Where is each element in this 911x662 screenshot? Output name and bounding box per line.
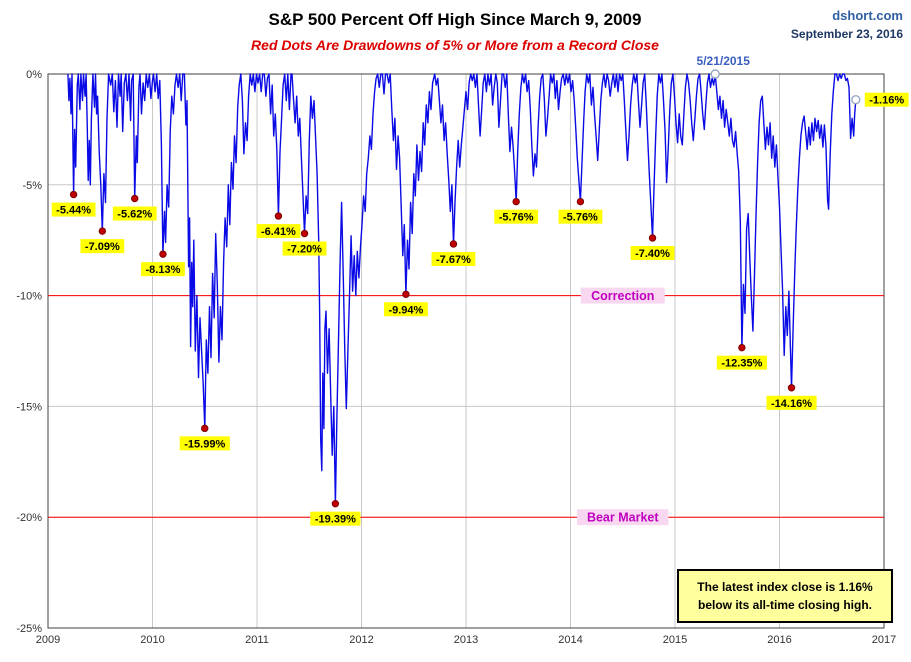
drawdown-label: -9.94%: [388, 304, 423, 316]
drawdown-dot: [648, 234, 657, 242]
drawdown-label: -8.13%: [146, 264, 181, 276]
y-tick-label: 0%: [26, 69, 42, 81]
drawdown-dot: [69, 190, 78, 199]
y-tick-label: -15%: [16, 401, 42, 413]
drawdown-label: -5.76%: [563, 212, 598, 224]
drawdown-dot: [787, 384, 796, 392]
drawdown-label: -12.35%: [721, 358, 762, 370]
drawdown-label-bg: [80, 239, 125, 254]
drawdown-dot: [331, 499, 340, 508]
page-title: S&P 500 Percent Off High Since March 9, …: [268, 10, 642, 29]
drawdown-label-bg: [256, 224, 301, 239]
note-line-2: below its all-time closing high.: [697, 598, 873, 612]
chart-subtitle: Red Dots Are Drawdowns of 5% or More fro…: [251, 37, 659, 53]
drawdown-label-bg: [494, 209, 539, 224]
drawdown-label: -7.40%: [635, 248, 670, 260]
x-tick-label: 2015: [663, 634, 687, 646]
threshold-label: Correction: [591, 289, 654, 303]
x-tick-label: 2009: [36, 634, 60, 646]
drawdown-label: -5.44%: [56, 205, 91, 217]
grid: [47, 73, 885, 629]
drawdown-label: -7.67%: [436, 254, 471, 266]
drawdown-label: -14.16%: [771, 398, 812, 410]
drawdown-dot: [201, 424, 209, 433]
x-tick-label: 2011: [245, 634, 269, 646]
drawdown-dot: [98, 227, 107, 235]
drawdown-dot: [402, 290, 410, 298]
y-tick-label: -5%: [22, 180, 42, 192]
drawdown-label: -19.39%: [315, 514, 356, 526]
drawdown-label: -6.41%: [261, 226, 296, 238]
drawdown-label-bg: [112, 206, 157, 221]
threshold-label-bg: [577, 509, 669, 526]
x-tick-label: 2012: [349, 634, 373, 646]
x-tick-label: 2014: [558, 634, 582, 646]
y-tick-label: -10%: [16, 291, 42, 303]
threshold-label-bg: [580, 287, 665, 304]
note-line-1: The latest index close is 1.16%: [697, 580, 873, 594]
drawdown-label: -5.76%: [499, 212, 534, 224]
plot-border: [47, 73, 885, 629]
x-tick-label: 2016: [767, 634, 791, 646]
y-tick-label: -25%: [16, 623, 42, 635]
drawdown-label: -15.99%: [184, 438, 225, 450]
chart-date: September 23, 2016: [790, 27, 903, 41]
source-link[interactable]: dshort.com: [832, 8, 903, 23]
drawdown-label-bg: [282, 241, 327, 256]
latest-label-bg: [864, 92, 909, 107]
threshold-label: Bear Market: [587, 511, 659, 525]
drawdown-dot: [274, 212, 283, 220]
drawdown-label: -7.20%: [287, 244, 322, 256]
drawdown-label-bg: [384, 302, 428, 317]
drawdown-dot: [159, 250, 167, 258]
drawdown-dot: [738, 343, 746, 352]
y-tick-label: -20%: [16, 512, 42, 524]
drawdown-label: -5.62%: [117, 209, 152, 221]
x-tick-label: 2013: [454, 634, 478, 646]
drawdown-label-bg: [716, 355, 767, 370]
drawdown-label-bg: [630, 245, 675, 260]
drawdown-label-bg: [766, 395, 817, 410]
drawdown-label-bg: [310, 511, 361, 526]
drawdown-label: -7.09%: [85, 241, 120, 253]
drawdown-dot: [131, 194, 139, 203]
drawdown-label-bg: [179, 436, 230, 451]
x-tick-label: 2017: [872, 634, 896, 646]
record-high-date-label: 5/21/2015: [696, 54, 750, 68]
drawdown-label-bg: [51, 202, 96, 217]
drawdown-dot: [576, 197, 585, 206]
x-tick-label: 2010: [140, 634, 164, 646]
record-high-marker: [710, 69, 720, 79]
drawdown-label-bg: [558, 209, 603, 224]
drawdown-label-bg: [431, 251, 476, 266]
latest-label: -1.16%: [869, 95, 904, 107]
drawdown-dot: [300, 229, 309, 238]
latest-marker: [851, 95, 861, 105]
drawdown-dot: [449, 240, 458, 248]
latest-close-note: The latest index close is 1.16% below it…: [677, 569, 893, 623]
drawdown-dot: [512, 197, 520, 206]
drawdown-label-bg: [141, 262, 185, 277]
